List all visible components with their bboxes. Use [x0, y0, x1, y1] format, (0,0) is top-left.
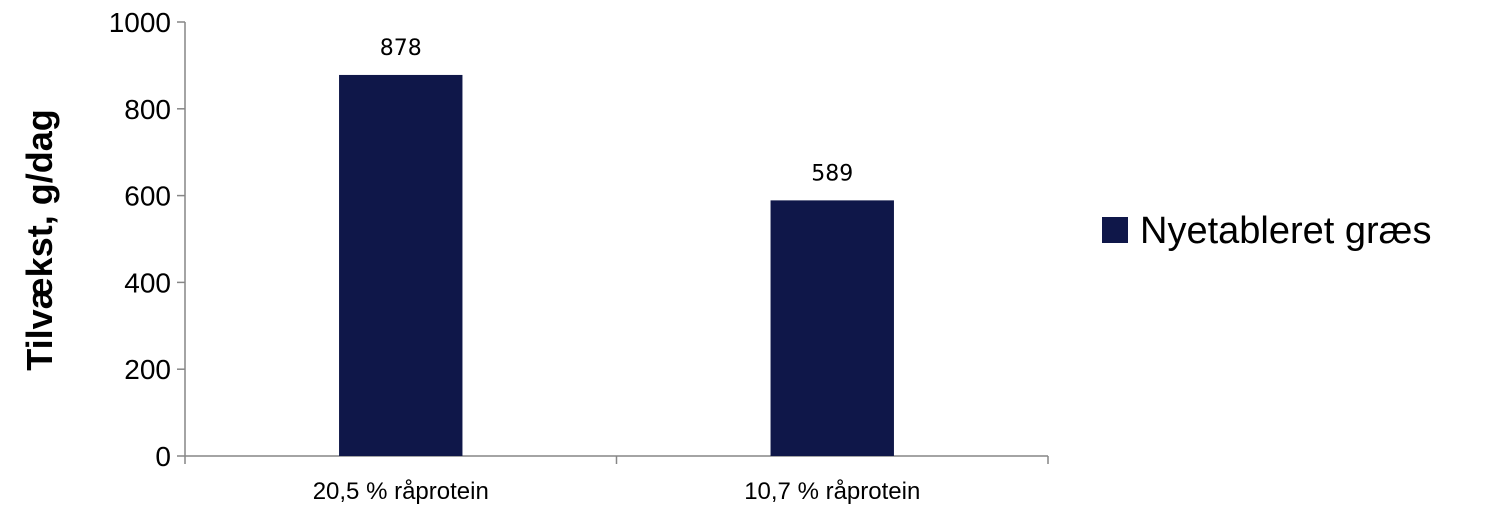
- x-axis: [184, 455, 1049, 464]
- data-label: 878: [380, 36, 422, 61]
- y-tick-label: 800: [124, 94, 171, 125]
- bars: [339, 74, 894, 456]
- legend-swatch-nyetableret-graes: [1102, 217, 1128, 243]
- x-category-label: 10,7 % råprotein: [744, 478, 920, 505]
- bar: [339, 74, 463, 456]
- data-label: 589: [811, 161, 853, 186]
- bar: [770, 200, 894, 456]
- legend: Nyetableret græs: [1102, 210, 1431, 252]
- y-tick-label: 400: [124, 267, 171, 298]
- y-tick-label: 0: [155, 441, 171, 472]
- y-tick-label: 200: [124, 354, 171, 385]
- y-tick-label: 600: [124, 181, 171, 212]
- category-labels: 20,5 % råprotein 10,7 % råprotein: [313, 478, 921, 505]
- y-tick-label: 1000: [109, 7, 171, 38]
- y-axis: 0 200 400 600 800 1000: [109, 7, 186, 472]
- y-axis-title: Tilvækst, g/dag: [19, 109, 60, 370]
- data-labels: 878 589: [380, 36, 854, 186]
- legend-label-nyetableret-graes: Nyetableret græs: [1140, 210, 1431, 252]
- x-category-label: 20,5 % råprotein: [313, 478, 489, 505]
